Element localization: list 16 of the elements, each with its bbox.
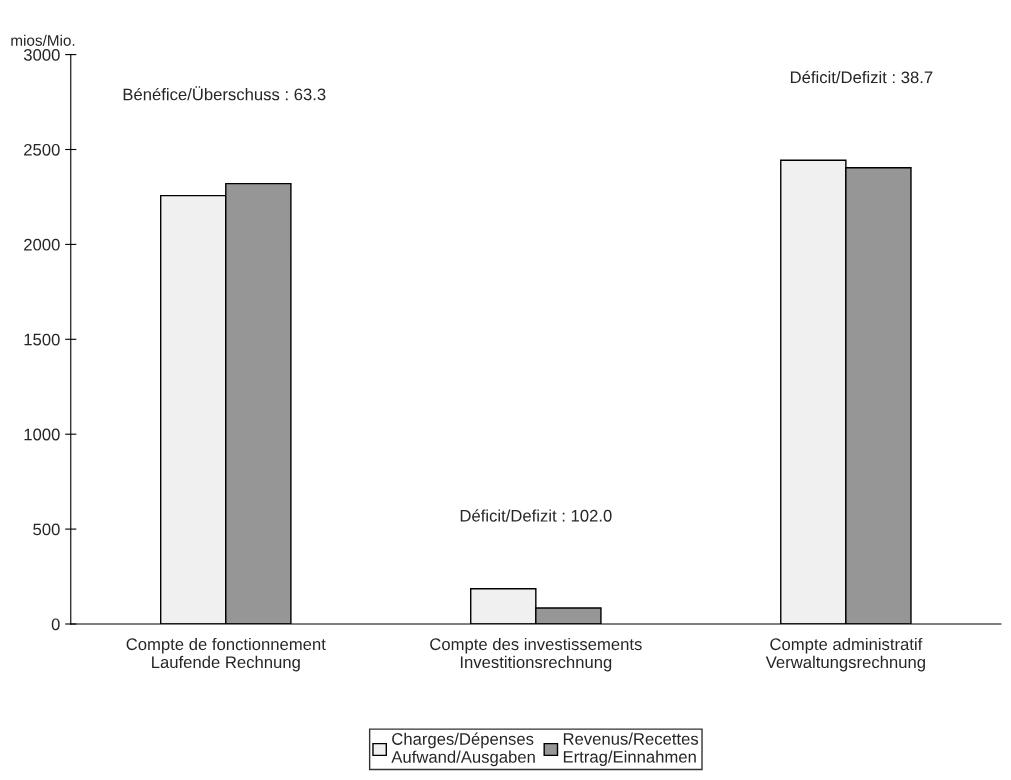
y-tick-label: 1000 — [24, 428, 60, 441]
y-tick-label: 1500 — [24, 333, 60, 346]
y-tick-label: 2000 — [24, 238, 60, 251]
y-tick-label: 3000 — [23, 49, 60, 61]
y-tick-label: 2500 — [24, 143, 60, 156]
y-axis-title: mios/Mio. — [11, 34, 75, 46]
x-tick-label: Compte administratif Verwaltungsrechnung — [765, 637, 925, 672]
legend-label: Charges/Dépenses Aufwand/Ausgaben — [391, 732, 535, 767]
x-tick-label: Compte des investissements Investitionsrechnung — [430, 637, 642, 672]
y-tick-label: 500 — [33, 523, 60, 536]
annotation: Bénéfice/Überschuss : 63.3 — [123, 86, 326, 101]
y-tick-label: 0 — [51, 618, 60, 631]
x-tick-label: Compte de fonctionnement Laufende Rechnung — [126, 637, 326, 672]
annotation: Déficit/Defizit : 102.0 — [460, 509, 612, 522]
legend-label: Revenus/Recettes Ertrag/Einnahmen — [563, 732, 699, 767]
annotation: Déficit/Defizit : 38.7 — [790, 70, 933, 84]
